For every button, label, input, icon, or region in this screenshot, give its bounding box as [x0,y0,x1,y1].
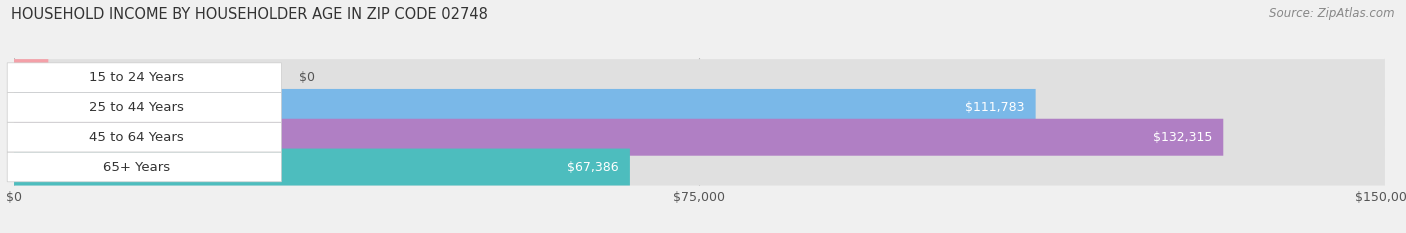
Text: HOUSEHOLD INCOME BY HOUSEHOLDER AGE IN ZIP CODE 02748: HOUSEHOLD INCOME BY HOUSEHOLDER AGE IN Z… [11,7,488,22]
Text: Source: ZipAtlas.com: Source: ZipAtlas.com [1270,7,1395,20]
Text: 15 to 24 Years: 15 to 24 Years [89,71,184,84]
FancyBboxPatch shape [7,63,281,93]
Text: 25 to 44 Years: 25 to 44 Years [89,101,184,114]
FancyBboxPatch shape [14,149,630,185]
FancyBboxPatch shape [14,89,1036,126]
Text: 65+ Years: 65+ Years [103,161,170,174]
FancyBboxPatch shape [7,93,281,122]
FancyBboxPatch shape [14,119,1223,156]
FancyBboxPatch shape [14,149,1385,185]
Text: $132,315: $132,315 [1153,131,1212,144]
Text: $111,783: $111,783 [965,101,1025,114]
Text: $67,386: $67,386 [567,161,619,174]
FancyBboxPatch shape [14,89,1385,126]
FancyBboxPatch shape [7,123,281,152]
FancyBboxPatch shape [14,119,1385,156]
Text: $0: $0 [299,71,315,84]
FancyBboxPatch shape [14,59,1385,96]
FancyBboxPatch shape [7,152,281,182]
Text: 45 to 64 Years: 45 to 64 Years [89,131,183,144]
FancyBboxPatch shape [14,59,48,96]
